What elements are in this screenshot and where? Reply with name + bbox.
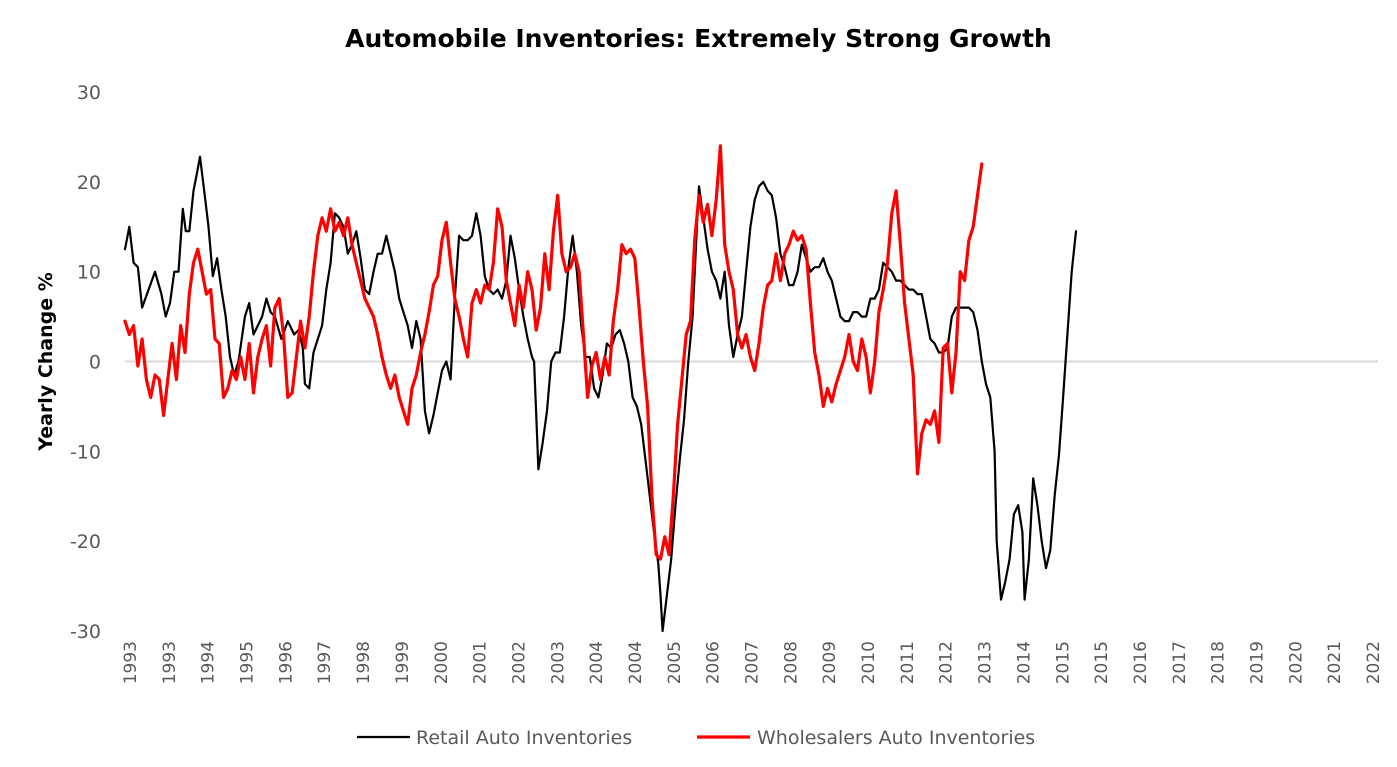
x-tick-label: 2017 (1170, 641, 1190, 684)
x-tick-label: 2010 (859, 641, 879, 684)
x-tick-label: 1995 (238, 641, 258, 684)
x-tick-label: 2011 (898, 641, 918, 684)
x-tick-label: 2008 (781, 641, 801, 684)
x-tick-label: 1993 (160, 641, 180, 684)
y-tick-label: 20 (77, 172, 101, 194)
y-tick-label: -10 (70, 441, 101, 463)
x-tick-label: 2000 (432, 641, 452, 684)
x-tick-label: 2015 (1053, 641, 1073, 684)
x-tick-label: 2001 (471, 641, 491, 684)
x-tick-label: 2020 (1286, 641, 1306, 684)
x-tick-label: 2016 (1131, 641, 1151, 684)
x-tick-label: 2006 (704, 641, 724, 684)
x-tick-label: 2007 (743, 641, 763, 684)
y-tick-label: 0 (89, 352, 101, 374)
x-tick-label: 2002 (509, 641, 529, 684)
y-tick-label: 30 (77, 82, 101, 104)
x-tick-label: 2022 (1364, 641, 1384, 684)
x-tick-label: 2019 (1247, 641, 1267, 684)
x-tick-label: 2015 (1092, 641, 1112, 684)
x-tick-label: 1999 (393, 641, 413, 684)
x-tick-label: 2021 (1325, 641, 1345, 684)
series-line-2 (123, 144, 984, 561)
x-tick-label: 1997 (315, 641, 335, 684)
y-axis-label: Yearly Change % (35, 272, 57, 452)
x-tick-label: 1994 (199, 641, 219, 684)
x-tick-label: 2013 (976, 641, 996, 684)
x-tick-label: 2009 (820, 641, 840, 684)
x-tick-label: 2018 (1209, 641, 1229, 684)
x-tick-label: 2004 (587, 641, 607, 684)
x-tick-label: 2003 (548, 641, 568, 684)
x-tick-label: 2005 (665, 641, 685, 684)
legend-label-1: Retail Auto Inventories (416, 727, 632, 749)
y-tick-label: 10 (77, 262, 101, 284)
series-line-1 (123, 155, 1078, 633)
x-tick-label: 2014 (1014, 641, 1034, 684)
y-tick-label: -20 (70, 531, 101, 553)
x-tick-label: 2012 (937, 641, 957, 684)
x-tick-label: 2004 (626, 641, 646, 684)
x-tick-label: 1998 (354, 641, 374, 684)
x-tick-label: 1993 (121, 641, 141, 684)
y-tick-label: -30 (70, 621, 101, 643)
chart-title: Automobile Inventories: Extremely Strong… (345, 24, 1052, 53)
legend-label-2: Wholesalers Auto Inventories (757, 727, 1035, 749)
x-tick-label: 1996 (276, 641, 296, 684)
